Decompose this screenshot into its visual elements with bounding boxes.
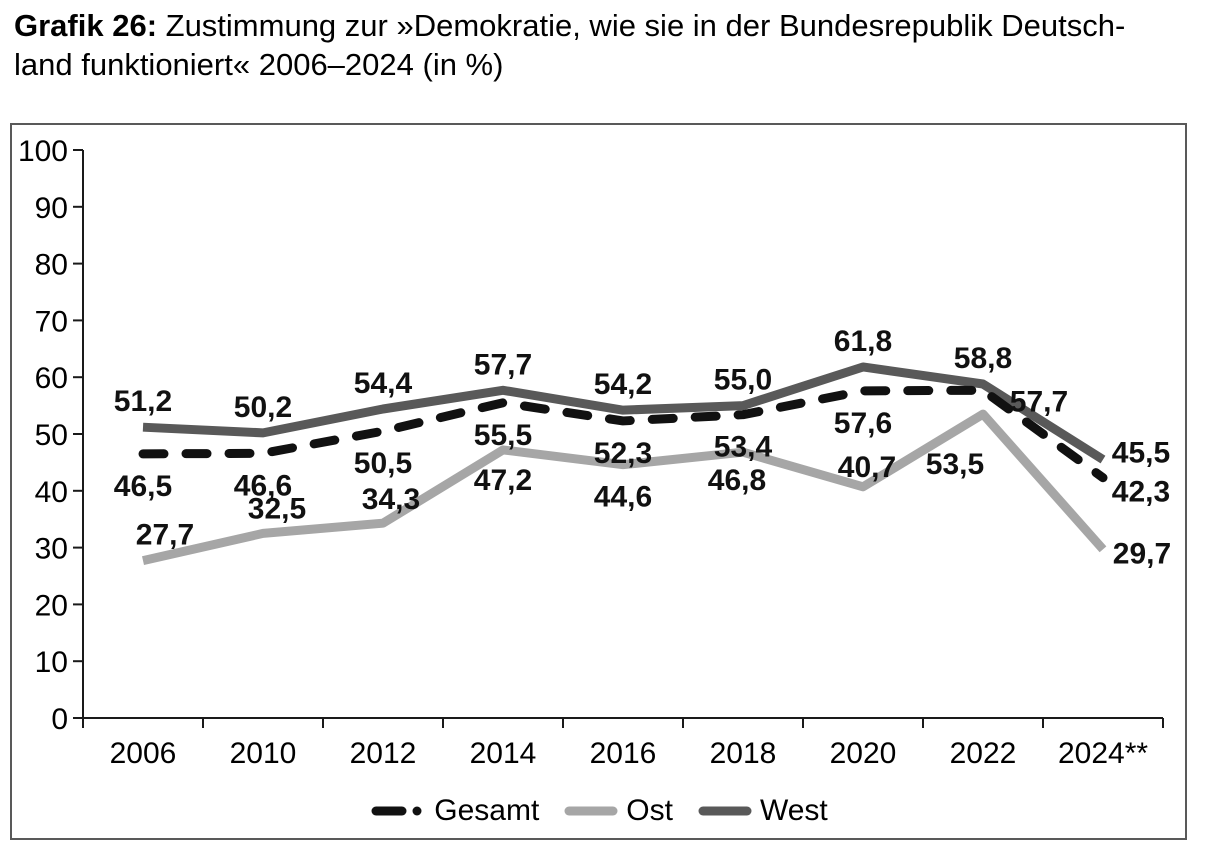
x-tick-label: 2022 (950, 737, 1017, 770)
data-label: 58,8 (954, 342, 1012, 375)
gesamt-dash-dot-line-icon (371, 806, 422, 816)
y-tick-label: 90 (35, 192, 68, 225)
x-tick-label: 2012 (350, 737, 417, 770)
x-tick-label: 2018 (710, 737, 777, 770)
data-label: 57,7 (474, 348, 532, 381)
y-tick-label: 80 (35, 249, 68, 282)
data-label: 54,2 (594, 368, 652, 401)
x-tick-label: 2020 (830, 737, 897, 770)
chart-title-number: Grafik 26: (14, 8, 158, 43)
chart-title-line2: land funktioniert« 2006–2024 (in %) (14, 47, 504, 82)
y-tick-label: 50 (35, 419, 68, 452)
series-west-line (142, 362, 1106, 464)
x-axis-ticks: 2006 2010 2012 2014 2016 2018 2020 2022 2024** (82, 718, 1164, 770)
data-label: 55,5 (474, 419, 532, 452)
data-label: 54,4 (354, 367, 413, 400)
y-tick-label: 60 (35, 362, 68, 395)
chart-title: Grafik 26: Zustimmung zur »Demokratie, w… (14, 6, 1204, 84)
data-label: 50,5 (354, 447, 412, 480)
data-label: 42,3 (1112, 476, 1170, 509)
y-tick-label: 100 (18, 135, 68, 168)
data-label: 51,2 (114, 385, 172, 418)
data-label: 55,0 (714, 364, 772, 397)
data-label: 57,6 (834, 407, 892, 440)
data-label: 61,8 (834, 325, 892, 358)
y-tick-label: 0 (51, 703, 68, 736)
data-label: 34,3 (362, 483, 420, 516)
series-gesamt-labels: 46,5 46,6 50,5 55,5 52,3 53,4 57,6 57,7 42,3 (114, 385, 1170, 508)
legend-item-west: West (697, 794, 828, 828)
y-tick-label: 40 (35, 476, 68, 509)
legend-item-ost: Ost (563, 794, 673, 828)
series-ost-labels: 27,7 32,5 34,3 47,2 44,6 46,8 40,7 53,5 29,7 (136, 448, 1171, 570)
y-axis-ticks: 0 10 20 30 40 50 60 70 80 90 100 (18, 135, 83, 736)
chart-title-line1: Zustimmung zur »Demokratie, wie sie in d… (157, 8, 1126, 43)
data-label: 46,8 (708, 464, 766, 497)
west-line-icon (698, 806, 752, 816)
y-tick-label: 20 (35, 589, 68, 622)
data-label: 44,6 (594, 481, 652, 514)
series-west-labels: 51,2 50,2 54,4 57,7 54,2 55,0 61,8 58,8 45,5 (114, 325, 1170, 470)
data-label: 45,5 (1112, 437, 1170, 470)
y-tick-label: 30 (35, 533, 68, 566)
legend-label-gesamt: Gesamt (434, 794, 540, 827)
x-tick-label: 2014 (470, 737, 537, 770)
series-gesamt-line (138, 385, 1108, 483)
legend-label-ost: Ost (626, 794, 673, 827)
chart-frame: 0 10 20 30 40 50 60 70 80 90 100 2006 2010 2012 2014 20… (10, 123, 1187, 840)
chart-legend: Gesamt Ost West (12, 794, 1185, 828)
ost-line-icon (564, 806, 618, 816)
data-label: 46,6 (234, 469, 292, 502)
legend-item-gesamt: Gesamt (369, 794, 539, 828)
data-label: 53,5 (926, 448, 984, 481)
data-label: 29,7 (1113, 537, 1171, 570)
data-label: 47,2 (474, 464, 532, 497)
x-tick-label: 2006 (110, 737, 177, 770)
data-label: 40,7 (838, 451, 896, 484)
data-label: 50,2 (234, 391, 292, 424)
y-tick-label: 10 (35, 646, 68, 679)
data-label: 46,5 (114, 470, 172, 503)
data-label: 52,3 (594, 437, 652, 470)
data-label: 57,7 (1010, 385, 1068, 418)
legend-label-west: West (759, 794, 828, 827)
series-ost-line (142, 409, 1107, 566)
data-label: 32,5 (248, 492, 306, 525)
data-label: 53,4 (714, 431, 773, 464)
data-label: 27,7 (136, 519, 194, 552)
x-tick-label: 2016 (590, 737, 657, 770)
y-tick-label: 70 (35, 305, 68, 338)
x-tick-label: 2010 (230, 737, 297, 770)
x-tick-label: 2024** (1058, 737, 1148, 770)
